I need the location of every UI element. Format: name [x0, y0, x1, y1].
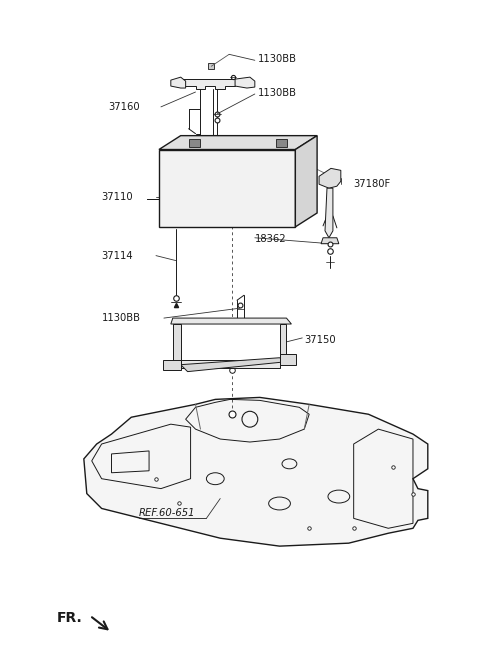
- Polygon shape: [321, 238, 339, 244]
- Polygon shape: [180, 358, 287, 371]
- Polygon shape: [279, 324, 287, 358]
- Polygon shape: [159, 149, 295, 227]
- Polygon shape: [180, 360, 279, 367]
- Text: 37160: 37160: [108, 102, 140, 112]
- Text: 18362: 18362: [255, 234, 287, 244]
- Polygon shape: [180, 79, 235, 89]
- Text: 37114: 37114: [102, 251, 133, 261]
- Polygon shape: [319, 168, 341, 188]
- Polygon shape: [295, 136, 317, 227]
- Text: FR.: FR.: [57, 610, 83, 624]
- Text: 1130BB: 1130BB: [258, 54, 297, 64]
- Polygon shape: [235, 77, 255, 88]
- Polygon shape: [84, 398, 428, 546]
- Polygon shape: [171, 77, 186, 88]
- Polygon shape: [325, 188, 333, 238]
- Polygon shape: [171, 318, 291, 324]
- Text: 1130BB: 1130BB: [102, 313, 141, 323]
- Polygon shape: [159, 136, 317, 149]
- Text: 37180F: 37180F: [354, 179, 391, 189]
- Text: REF.60-651: REF.60-651: [139, 508, 196, 518]
- Polygon shape: [279, 354, 296, 365]
- Polygon shape: [189, 139, 201, 147]
- Text: 1130BB: 1130BB: [258, 88, 297, 98]
- Polygon shape: [163, 360, 180, 369]
- Polygon shape: [173, 324, 180, 365]
- Polygon shape: [276, 139, 288, 147]
- Text: 37150: 37150: [304, 335, 336, 345]
- Text: 37110: 37110: [102, 192, 133, 202]
